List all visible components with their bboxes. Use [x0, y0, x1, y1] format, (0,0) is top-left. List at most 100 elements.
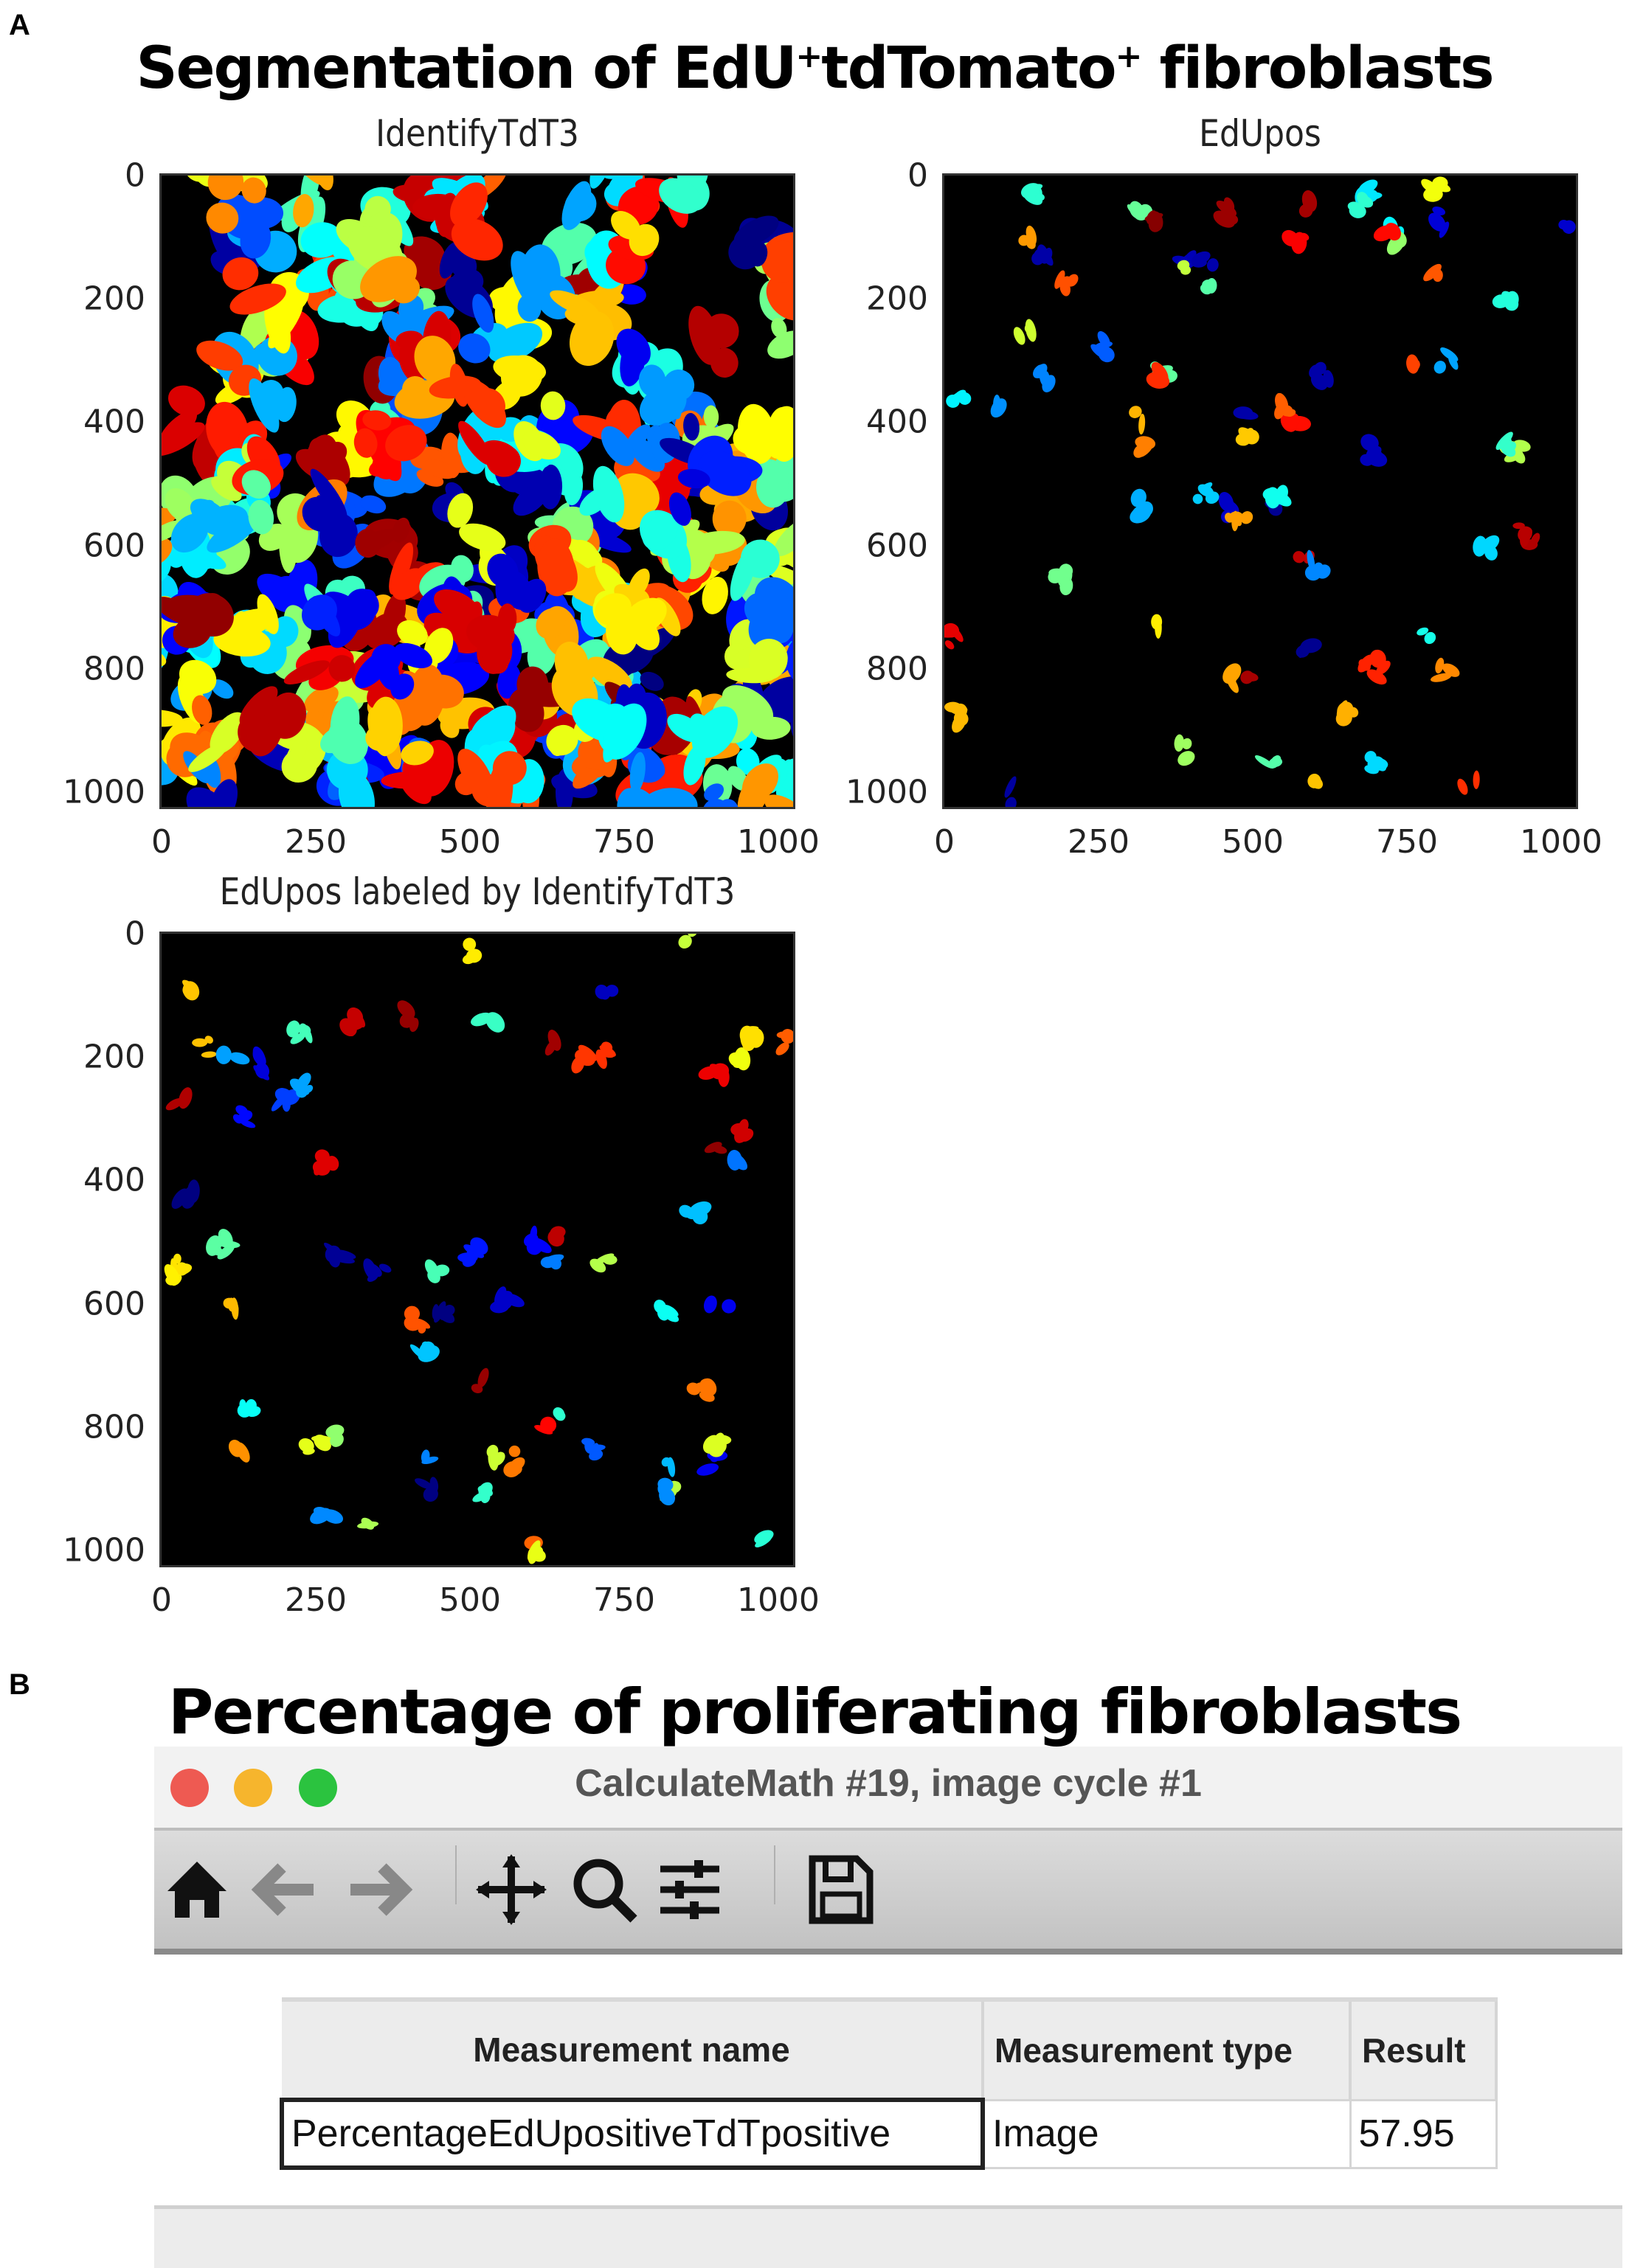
cell-object	[162, 385, 205, 457]
cell-object	[302, 468, 358, 558]
cell-object	[1133, 436, 1156, 458]
result-cell[interactable]: 57.95	[1349, 2098, 1498, 2169]
title-sup: +	[795, 38, 823, 75]
cell-object	[164, 1264, 182, 1286]
measurement-name-cell[interactable]: PercentageEdUpositiveTdTpositive	[280, 2098, 985, 2170]
cell-object	[1191, 251, 1219, 272]
cell-object	[357, 1517, 379, 1530]
cell-object	[228, 1440, 250, 1463]
cell-object	[1473, 535, 1500, 561]
cell-object	[404, 1305, 431, 1334]
y-tick-label: 0	[907, 156, 928, 195]
cell-object	[754, 1530, 774, 1547]
y-tick-label: 400	[866, 403, 928, 441]
home-icon[interactable]	[160, 1853, 234, 1927]
measurement-type-cell[interactable]: Image	[981, 2098, 1352, 2169]
table-row[interactable]: PercentageEdUpositiveTdTpositive Image 5…	[280, 2098, 1498, 2170]
cell-object	[462, 937, 483, 965]
figure-b-title: Percentage of proliferating fibroblasts	[167, 1676, 1462, 1748]
title-bar: CalculateMath #19, image cycle #1	[154, 1747, 1622, 1831]
cell-object	[471, 1012, 505, 1033]
cell-object	[1020, 183, 1045, 205]
minimize-button[interactable]	[234, 1769, 272, 1807]
cell-object	[513, 391, 566, 462]
cell-object	[429, 364, 506, 429]
cell-object	[744, 577, 793, 648]
cell-object	[415, 1477, 439, 1502]
cell-object	[1144, 210, 1163, 232]
cell-object	[355, 517, 410, 558]
cell-object	[1335, 700, 1359, 726]
cell-object	[730, 539, 780, 601]
cell-object	[206, 176, 266, 234]
cell-object	[215, 1045, 250, 1065]
cell-object	[553, 1407, 566, 1421]
back-icon[interactable]	[249, 1853, 322, 1927]
cell-object	[1433, 347, 1459, 374]
toolbar-separator	[774, 1845, 775, 1904]
column-header-result[interactable]: Result	[1350, 1997, 1498, 2100]
cell-object	[944, 623, 964, 650]
y-tick-label: 600	[83, 527, 145, 565]
cell-object	[1033, 364, 1056, 392]
y-tick-label: 1000	[845, 773, 928, 811]
cell-object	[944, 701, 969, 733]
cell-object	[365, 696, 434, 766]
cell-object	[657, 1477, 676, 1506]
cell-object	[293, 176, 333, 228]
cell-object	[1235, 427, 1259, 446]
cell-object	[1146, 361, 1170, 389]
cell-object	[728, 215, 779, 270]
configure-icon[interactable]	[653, 1853, 727, 1927]
cell-object	[617, 752, 698, 807]
column-header-measurement-name[interactable]: Measurement name	[282, 1997, 984, 2100]
cell-object	[534, 1416, 557, 1435]
cell-object	[726, 639, 788, 684]
cell-object	[1558, 219, 1576, 234]
cell-object	[466, 603, 517, 674]
cell-object	[186, 779, 238, 807]
cell-object	[1200, 278, 1217, 295]
cell-object	[310, 1506, 344, 1525]
y-tick-label: 800	[83, 1408, 145, 1446]
cell-object	[1428, 206, 1450, 238]
cell-object	[1127, 201, 1153, 221]
x-tick-label: 250	[284, 1581, 347, 1619]
cell-object	[547, 1226, 566, 1247]
y-tick-label: 200	[83, 280, 145, 318]
cell-object	[688, 305, 739, 378]
cell-object	[1360, 434, 1388, 467]
cell-object	[733, 403, 793, 464]
y-tick-label: 600	[866, 527, 928, 565]
cell-object	[289, 1072, 314, 1098]
segmentation-image	[159, 932, 795, 1567]
cell-object	[339, 1007, 366, 1037]
cell-object	[238, 686, 307, 757]
cell-object	[1174, 734, 1195, 766]
pan-icon[interactable]	[474, 1853, 548, 1927]
cell-object	[640, 510, 691, 583]
x-tick-label: 250	[284, 823, 347, 861]
cell-object	[222, 257, 286, 315]
cell-object	[1090, 330, 1115, 363]
cell-object	[739, 1025, 764, 1051]
cell-object	[654, 1300, 679, 1322]
cell-object	[192, 1036, 217, 1058]
zoom-window-button[interactable]	[299, 1769, 337, 1807]
close-button[interactable]	[170, 1769, 209, 1807]
cell-object	[170, 499, 258, 553]
save-icon[interactable]	[803, 1853, 877, 1927]
cell-object	[298, 1435, 333, 1455]
cell-object	[397, 1000, 419, 1033]
cell-object	[589, 1253, 618, 1273]
y-tick-label: 1000	[63, 1531, 145, 1570]
cell-object	[213, 594, 279, 657]
cell-object	[686, 1378, 717, 1402]
cell-object	[752, 232, 793, 321]
cell-object	[1274, 392, 1296, 420]
zoom-icon[interactable]	[567, 1853, 641, 1927]
column-header-measurement-type[interactable]: Measurement type	[983, 1997, 1352, 2100]
x-tick-label: 500	[438, 1581, 501, 1619]
forward-icon[interactable]	[342, 1853, 415, 1927]
table-header-row: Measurement name Measurement type Result	[282, 1997, 1498, 2100]
